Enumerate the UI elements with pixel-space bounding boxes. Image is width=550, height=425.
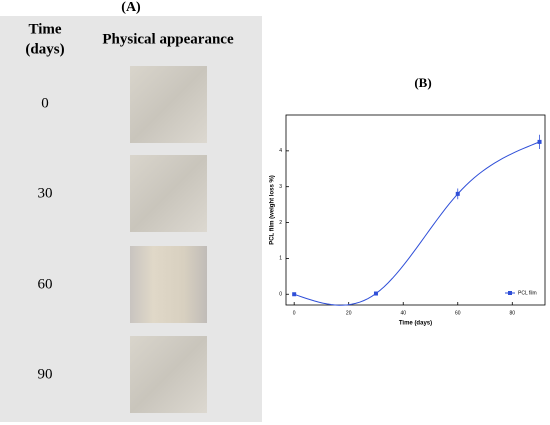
panel-a-label: (A) — [121, 0, 141, 15]
time-value: 60 — [38, 276, 53, 292]
appearance-header: Physical appearance — [102, 31, 234, 47]
x-tick-label: 60 — [455, 310, 461, 316]
time-value: 30 — [38, 185, 53, 201]
y-axis-label: PCL film (weight loss %) — [270, 175, 276, 245]
x-axis-label: Time (days) — [399, 321, 432, 327]
y-tick-label: 0 — [279, 292, 282, 298]
y-tick-label: 2 — [279, 220, 282, 226]
marker — [373, 291, 378, 296]
x-tick-label: 80 — [510, 310, 516, 316]
line — [294, 141, 540, 306]
legend-marker — [508, 291, 512, 295]
time-header: (days) — [25, 41, 64, 57]
x-tick-label: 40 — [400, 310, 406, 316]
sample-photo — [130, 246, 207, 323]
x-tick-label: 20 — [346, 310, 352, 316]
time-value: 0 — [41, 95, 49, 111]
y-tick-label: 1 — [279, 256, 282, 262]
x-tick-label: 0 — [293, 310, 296, 316]
sample-photo — [130, 155, 207, 232]
sample-photo — [130, 66, 207, 143]
time-value: 90 — [38, 366, 53, 382]
chart: (B) 0 20 40 60 80 0 1 2 3 4 Time (days) PCL film (w… — [270, 75, 546, 327]
time-header: Time — [28, 21, 61, 37]
legend-label: PCL film — [518, 290, 537, 296]
y-tick-label: 3 — [279, 184, 282, 190]
marker — [455, 191, 460, 196]
sample-photo — [130, 336, 207, 413]
marker — [537, 139, 542, 144]
marker — [292, 292, 297, 297]
plot-frame — [285, 114, 546, 306]
panel-b-label: (B) — [414, 75, 431, 90]
y-tick-label: 4 — [279, 148, 282, 154]
